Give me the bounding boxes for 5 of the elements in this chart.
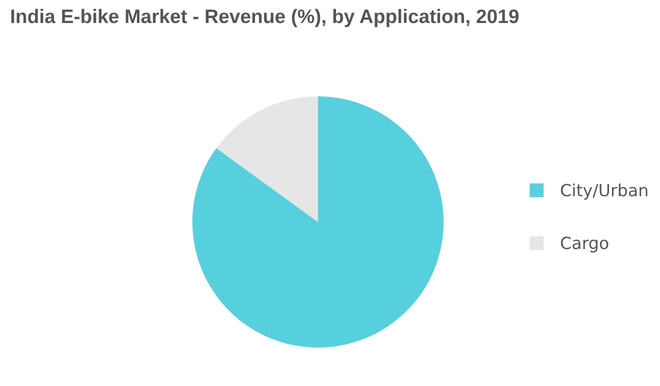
pie-slice xyxy=(216,96,318,222)
pie-slice xyxy=(192,96,444,348)
legend-label: Cargo xyxy=(560,236,608,252)
legend-label: City/Urban xyxy=(560,184,648,200)
chart-title: India E-bike Market - Revenue (%), by Application, 2019 xyxy=(11,8,519,28)
